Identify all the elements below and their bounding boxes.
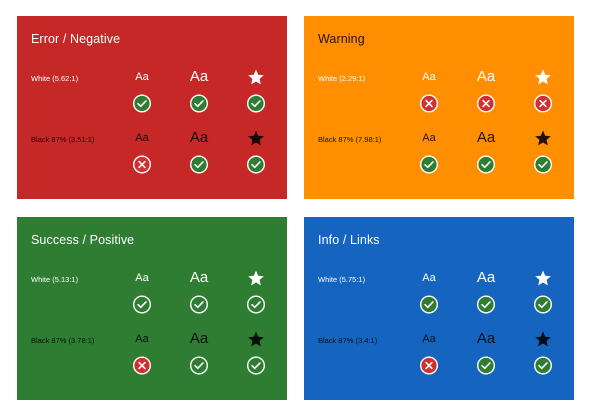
card-title: Info / Links <box>318 233 380 247</box>
check-circle-icon <box>533 155 553 174</box>
sample-text-small: Aa <box>422 272 436 284</box>
card-success: Success / Positive White (5.13:1) Aa Aa Blac… <box>17 217 287 400</box>
check-circle-icon <box>533 295 553 314</box>
check-circle-icon <box>189 155 209 174</box>
card-error: Error / Negative White (5.62:1) Aa Aa Black … <box>17 16 287 199</box>
row-label: White (5.75:1) <box>318 275 366 284</box>
check-circle-icon <box>132 94 152 113</box>
sample-text-large: Aa <box>476 129 496 146</box>
card-warning: Warning White (2.29:1) Aa Aa Black 87% (7.98… <box>304 16 574 199</box>
card-info: Info / Links White (5.75:1) Aa Aa Black 87% … <box>304 217 574 400</box>
sample-text-large: Aa <box>476 269 496 286</box>
check-circle-icon <box>246 94 266 113</box>
sample-text-small: Aa <box>135 71 149 83</box>
check-circle-icon <box>246 295 266 314</box>
sample-text-small: Aa <box>135 132 149 144</box>
star-icon <box>247 330 265 348</box>
sample-text-large: Aa <box>189 68 209 85</box>
star-icon <box>534 129 552 147</box>
x-circle-icon <box>419 356 439 375</box>
row-label: White (5.13:1) <box>31 275 79 284</box>
sample-text-small: Aa <box>135 272 149 284</box>
row-label: Black 87% (3.78:1) <box>31 336 95 345</box>
star-icon <box>247 269 265 287</box>
sample-text-large: Aa <box>476 330 496 347</box>
card-title: Success / Positive <box>31 233 135 247</box>
sample-text-large: Aa <box>189 269 209 286</box>
row-label: White (2.29:1) <box>318 74 366 83</box>
row-label: Black 87% (7.98:1) <box>318 135 382 144</box>
sample-text-large: Aa <box>189 129 209 146</box>
check-circle-icon <box>476 155 496 174</box>
check-circle-icon <box>132 295 152 314</box>
star-icon <box>247 129 265 147</box>
check-circle-icon <box>189 94 209 113</box>
star-icon <box>247 68 265 86</box>
row-label: Black 87% (3.4:1) <box>318 336 378 345</box>
star-icon <box>534 68 552 86</box>
x-circle-icon <box>476 94 496 113</box>
sample-text-small: Aa <box>422 333 436 345</box>
row-label: White (5.62:1) <box>31 74 79 83</box>
sample-text-small: Aa <box>135 333 149 345</box>
x-circle-icon <box>132 356 152 375</box>
sample-text-large: Aa <box>189 330 209 347</box>
star-icon <box>534 330 552 348</box>
check-circle-icon <box>476 295 496 314</box>
x-circle-icon <box>132 155 152 174</box>
sample-text-small: Aa <box>422 71 436 83</box>
check-circle-icon <box>189 356 209 375</box>
check-circle-icon <box>419 155 439 174</box>
sample-text-large: Aa <box>476 68 496 85</box>
x-circle-icon <box>419 94 439 113</box>
check-circle-icon <box>419 295 439 314</box>
check-circle-icon <box>189 295 209 314</box>
x-circle-icon <box>533 94 553 113</box>
check-circle-icon <box>246 155 266 174</box>
check-circle-icon <box>476 356 496 375</box>
card-title: Error / Negative <box>31 32 121 46</box>
check-circle-icon <box>533 356 553 375</box>
sample-text-small: Aa <box>422 132 436 144</box>
card-title: Warning <box>318 32 365 46</box>
row-label: Black 87% (3.51:1) <box>31 135 95 144</box>
star-icon <box>534 269 552 287</box>
check-circle-icon <box>246 356 266 375</box>
